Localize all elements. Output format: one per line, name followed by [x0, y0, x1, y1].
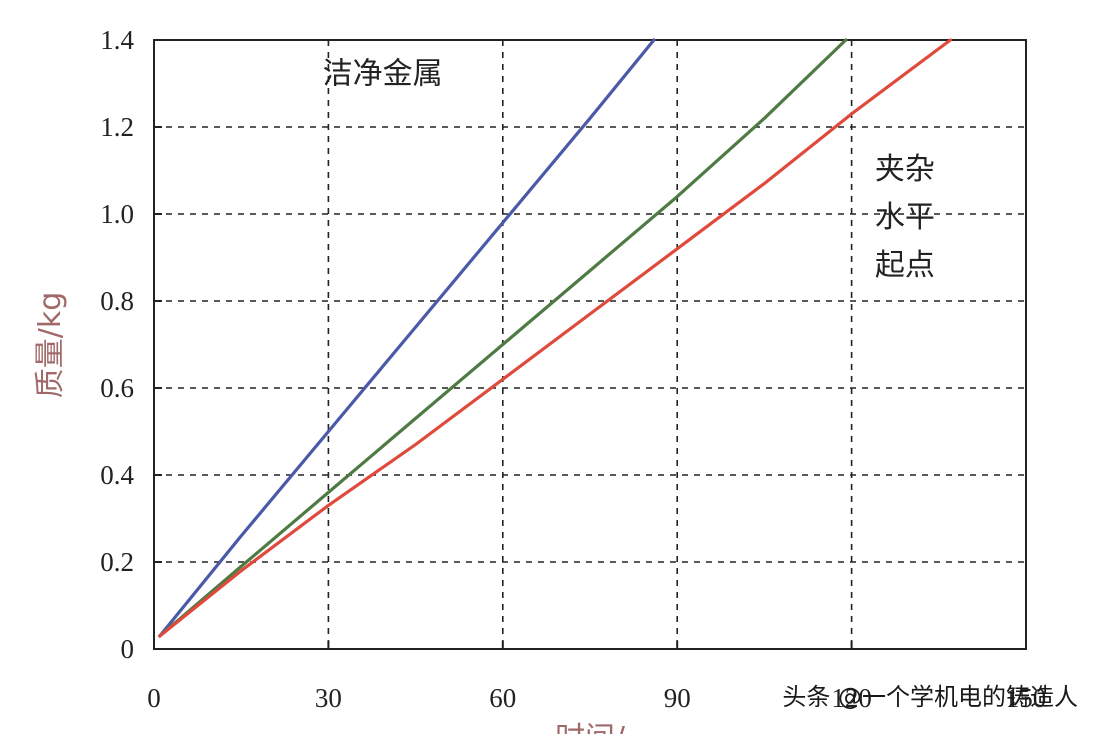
- chart-annotation: 起点: [875, 248, 935, 283]
- x-axis-title: 时间/: [555, 721, 626, 734]
- y-tick-label: 0.2: [100, 547, 134, 577]
- chart-annotation: 水平: [875, 200, 935, 235]
- axis-ticks: 0 0.2 0.4 0.6 0.8 1.0 1.2 1.4 0 30 60 90 120 150: [100, 25, 1046, 713]
- series-lines: [158, 38, 953, 638]
- series-line-3: [158, 38, 953, 638]
- x-tick-label: 30: [315, 683, 342, 713]
- series-line-2: [158, 38, 848, 638]
- y-axis-title: 质量/kg: [33, 292, 68, 399]
- watermark-text: 头条 @一个学机电的铸造人: [782, 683, 1078, 711]
- grid: [154, 40, 1026, 649]
- y-tick-label: 0: [121, 634, 135, 664]
- chart-annotation: 洁净金属: [323, 57, 443, 92]
- x-tick-label: 0: [147, 683, 161, 713]
- plot-frame: [153, 39, 1027, 650]
- x-tick-label: 150: [1006, 683, 1047, 713]
- y-tick-label: 0.6: [100, 373, 134, 403]
- x-tick-label: 60: [489, 683, 516, 713]
- x-tick-label: 90: [664, 683, 691, 713]
- y-tick-label: 1.2: [100, 112, 134, 142]
- series-line-1: [158, 38, 656, 638]
- y-tick-label: 0.8: [100, 286, 134, 316]
- y-tick-label: 1.0: [100, 199, 134, 229]
- chart-annotation: 夹杂: [875, 152, 935, 187]
- y-tick-label: 1.4: [100, 25, 134, 55]
- y-tick-label: 0.4: [100, 460, 134, 490]
- x-tick-label: 120: [831, 683, 872, 713]
